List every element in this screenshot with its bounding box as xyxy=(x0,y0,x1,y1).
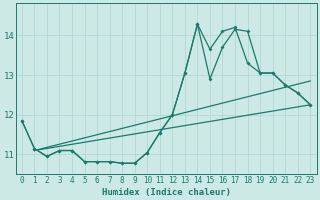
X-axis label: Humidex (Indice chaleur): Humidex (Indice chaleur) xyxy=(101,188,231,197)
